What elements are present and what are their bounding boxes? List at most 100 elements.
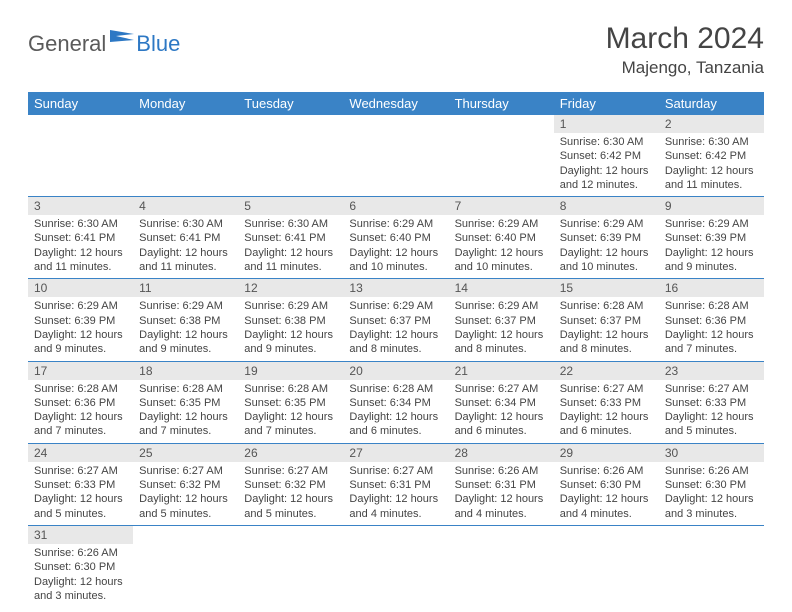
weekday-header: Tuesday — [238, 92, 343, 115]
day-info: Sunrise: 6:26 AMSunset: 6:30 PMDaylight:… — [28, 544, 133, 607]
day-number: 22 — [554, 362, 659, 380]
day-info: Sunrise: 6:27 AMSunset: 6:31 PMDaylight:… — [343, 462, 448, 525]
day-number: 31 — [28, 526, 133, 544]
calendar-day-cell: 22Sunrise: 6:27 AMSunset: 6:33 PMDayligh… — [554, 361, 659, 443]
calendar-empty-cell — [659, 525, 764, 607]
calendar-day-cell: 30Sunrise: 6:26 AMSunset: 6:30 PMDayligh… — [659, 443, 764, 525]
calendar-day-cell: 12Sunrise: 6:29 AMSunset: 6:38 PMDayligh… — [238, 279, 343, 361]
day-number: 20 — [343, 362, 448, 380]
calendar-day-cell: 3Sunrise: 6:30 AMSunset: 6:41 PMDaylight… — [28, 197, 133, 279]
calendar-day-cell: 6Sunrise: 6:29 AMSunset: 6:40 PMDaylight… — [343, 197, 448, 279]
calendar-day-cell: 25Sunrise: 6:27 AMSunset: 6:32 PMDayligh… — [133, 443, 238, 525]
calendar-day-cell: 27Sunrise: 6:27 AMSunset: 6:31 PMDayligh… — [343, 443, 448, 525]
calendar-day-cell: 9Sunrise: 6:29 AMSunset: 6:39 PMDaylight… — [659, 197, 764, 279]
day-number: 15 — [554, 279, 659, 297]
calendar-table: SundayMondayTuesdayWednesdayThursdayFrid… — [28, 92, 764, 607]
weekday-header-row: SundayMondayTuesdayWednesdayThursdayFrid… — [28, 92, 764, 115]
day-info: Sunrise: 6:28 AMSunset: 6:36 PMDaylight:… — [28, 380, 133, 443]
day-number: 5 — [238, 197, 343, 215]
day-info: Sunrise: 6:28 AMSunset: 6:35 PMDaylight:… — [238, 380, 343, 443]
day-info: Sunrise: 6:30 AMSunset: 6:41 PMDaylight:… — [238, 215, 343, 278]
day-info: Sunrise: 6:28 AMSunset: 6:34 PMDaylight:… — [343, 380, 448, 443]
day-info: Sunrise: 6:27 AMSunset: 6:34 PMDaylight:… — [449, 380, 554, 443]
day-info: Sunrise: 6:29 AMSunset: 6:40 PMDaylight:… — [343, 215, 448, 278]
calendar-empty-cell — [343, 525, 448, 607]
calendar-day-cell: 23Sunrise: 6:27 AMSunset: 6:33 PMDayligh… — [659, 361, 764, 443]
calendar-empty-cell — [238, 525, 343, 607]
day-info: Sunrise: 6:26 AMSunset: 6:31 PMDaylight:… — [449, 462, 554, 525]
day-number: 11 — [133, 279, 238, 297]
day-info: Sunrise: 6:30 AMSunset: 6:42 PMDaylight:… — [659, 133, 764, 196]
day-number: 12 — [238, 279, 343, 297]
calendar-empty-cell — [28, 115, 133, 197]
day-number: 27 — [343, 444, 448, 462]
weekday-header: Thursday — [449, 92, 554, 115]
calendar-day-cell: 20Sunrise: 6:28 AMSunset: 6:34 PMDayligh… — [343, 361, 448, 443]
calendar-row: 17Sunrise: 6:28 AMSunset: 6:36 PMDayligh… — [28, 361, 764, 443]
location-label: Majengo, Tanzania — [606, 58, 764, 78]
day-number: 16 — [659, 279, 764, 297]
calendar-day-cell: 8Sunrise: 6:29 AMSunset: 6:39 PMDaylight… — [554, 197, 659, 279]
calendar-day-cell: 4Sunrise: 6:30 AMSunset: 6:41 PMDaylight… — [133, 197, 238, 279]
calendar-empty-cell — [133, 115, 238, 197]
calendar-day-cell: 17Sunrise: 6:28 AMSunset: 6:36 PMDayligh… — [28, 361, 133, 443]
day-info: Sunrise: 6:29 AMSunset: 6:39 PMDaylight:… — [28, 297, 133, 360]
day-info: Sunrise: 6:28 AMSunset: 6:37 PMDaylight:… — [554, 297, 659, 360]
day-number: 7 — [449, 197, 554, 215]
calendar-empty-cell — [554, 525, 659, 607]
day-number: 24 — [28, 444, 133, 462]
day-info: Sunrise: 6:26 AMSunset: 6:30 PMDaylight:… — [659, 462, 764, 525]
calendar-day-cell: 10Sunrise: 6:29 AMSunset: 6:39 PMDayligh… — [28, 279, 133, 361]
calendar-row: 24Sunrise: 6:27 AMSunset: 6:33 PMDayligh… — [28, 443, 764, 525]
calendar-row: 3Sunrise: 6:30 AMSunset: 6:41 PMDaylight… — [28, 197, 764, 279]
day-info: Sunrise: 6:30 AMSunset: 6:41 PMDaylight:… — [28, 215, 133, 278]
day-info: Sunrise: 6:30 AMSunset: 6:41 PMDaylight:… — [133, 215, 238, 278]
calendar-day-cell: 15Sunrise: 6:28 AMSunset: 6:37 PMDayligh… — [554, 279, 659, 361]
day-info: Sunrise: 6:26 AMSunset: 6:30 PMDaylight:… — [554, 462, 659, 525]
weekday-header: Friday — [554, 92, 659, 115]
day-info: Sunrise: 6:27 AMSunset: 6:32 PMDaylight:… — [133, 462, 238, 525]
calendar-day-cell: 7Sunrise: 6:29 AMSunset: 6:40 PMDaylight… — [449, 197, 554, 279]
calendar-day-cell: 14Sunrise: 6:29 AMSunset: 6:37 PMDayligh… — [449, 279, 554, 361]
weekday-header: Wednesday — [343, 92, 448, 115]
calendar-day-cell: 26Sunrise: 6:27 AMSunset: 6:32 PMDayligh… — [238, 443, 343, 525]
day-info: Sunrise: 6:29 AMSunset: 6:38 PMDaylight:… — [238, 297, 343, 360]
day-number: 1 — [554, 115, 659, 133]
calendar-day-cell: 29Sunrise: 6:26 AMSunset: 6:30 PMDayligh… — [554, 443, 659, 525]
flag-icon — [110, 28, 136, 49]
day-info: Sunrise: 6:27 AMSunset: 6:32 PMDaylight:… — [238, 462, 343, 525]
day-info: Sunrise: 6:29 AMSunset: 6:37 PMDaylight:… — [449, 297, 554, 360]
day-info: Sunrise: 6:29 AMSunset: 6:38 PMDaylight:… — [133, 297, 238, 360]
day-number: 23 — [659, 362, 764, 380]
calendar-empty-cell — [343, 115, 448, 197]
calendar-day-cell: 16Sunrise: 6:28 AMSunset: 6:36 PMDayligh… — [659, 279, 764, 361]
day-info: Sunrise: 6:29 AMSunset: 6:39 PMDaylight:… — [659, 215, 764, 278]
day-info: Sunrise: 6:28 AMSunset: 6:36 PMDaylight:… — [659, 297, 764, 360]
day-number: 17 — [28, 362, 133, 380]
day-info: Sunrise: 6:27 AMSunset: 6:33 PMDaylight:… — [28, 462, 133, 525]
day-info: Sunrise: 6:29 AMSunset: 6:39 PMDaylight:… — [554, 215, 659, 278]
calendar-day-cell: 1Sunrise: 6:30 AMSunset: 6:42 PMDaylight… — [554, 115, 659, 197]
day-number: 10 — [28, 279, 133, 297]
day-number: 14 — [449, 279, 554, 297]
day-number: 26 — [238, 444, 343, 462]
day-number: 2 — [659, 115, 764, 133]
weekday-header: Saturday — [659, 92, 764, 115]
calendar-day-cell: 2Sunrise: 6:30 AMSunset: 6:42 PMDaylight… — [659, 115, 764, 197]
logo-text-general: General — [28, 31, 106, 57]
day-number: 30 — [659, 444, 764, 462]
calendar-empty-cell — [238, 115, 343, 197]
calendar-day-cell: 31Sunrise: 6:26 AMSunset: 6:30 PMDayligh… — [28, 525, 133, 607]
day-number: 6 — [343, 197, 448, 215]
day-number: 25 — [133, 444, 238, 462]
day-number: 29 — [554, 444, 659, 462]
calendar-row: 31Sunrise: 6:26 AMSunset: 6:30 PMDayligh… — [28, 525, 764, 607]
day-number: 28 — [449, 444, 554, 462]
day-number: 21 — [449, 362, 554, 380]
day-info: Sunrise: 6:28 AMSunset: 6:35 PMDaylight:… — [133, 380, 238, 443]
title-block: March 2024 Majengo, Tanzania — [606, 22, 764, 78]
day-number: 13 — [343, 279, 448, 297]
calendar-row: 1Sunrise: 6:30 AMSunset: 6:42 PMDaylight… — [28, 115, 764, 197]
calendar-row: 10Sunrise: 6:29 AMSunset: 6:39 PMDayligh… — [28, 279, 764, 361]
calendar-empty-cell — [449, 115, 554, 197]
